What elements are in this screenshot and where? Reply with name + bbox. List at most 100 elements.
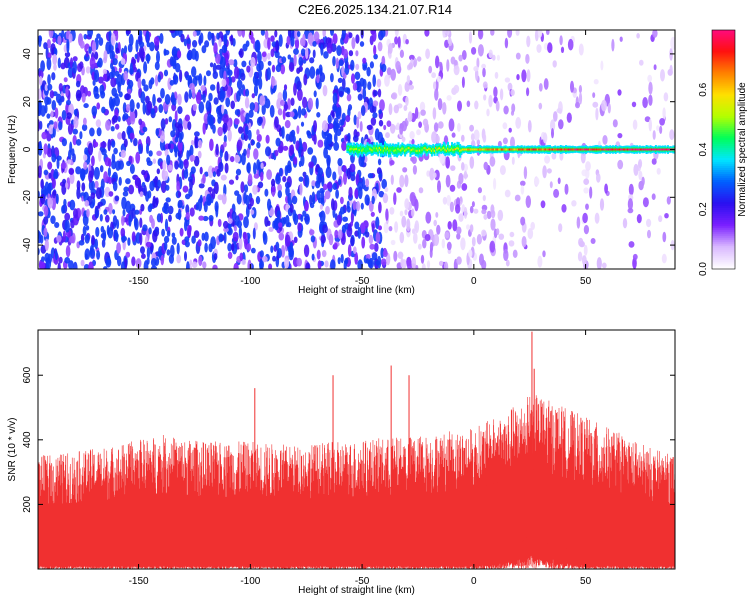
heatmap-cell [193,230,200,239]
heatmap-cell [203,201,208,213]
heatmap-cell [402,167,408,173]
signal-band-core [414,149,417,152]
heatmap-cell [246,243,252,252]
heatmap-cell [515,52,521,60]
heatmap-cell [564,183,569,195]
heatmap-cell [369,243,375,250]
heatmap-cell [343,48,349,59]
heatmap-cell [155,185,160,192]
heatmap-cell [324,260,329,268]
colorbar-segment [712,30,735,33]
snr-series-body [38,469,675,552]
heatmap-cell [319,204,323,210]
heatmap-cell [65,182,69,189]
heatmap-cell [275,40,279,53]
heatmap-cell [162,159,167,171]
heatmap-cell [553,188,560,198]
heatmap-cell [259,95,266,106]
heatmap-cell [376,78,382,88]
heatmap-cell [154,226,160,233]
signal-band-core [595,148,598,151]
heatmap-cell [510,89,515,96]
heatmap-cell [354,221,360,230]
heatmap-cell [88,261,94,269]
signal-band-core [439,147,441,150]
signal-band-core [380,148,382,151]
heatmap-cell [594,212,600,224]
signal-band-core [480,148,483,151]
signal-band-core [628,148,631,151]
heatmap-cell [51,177,56,189]
heatmap-cell [636,214,642,224]
heatmap-cell [166,230,171,237]
heatmap-cell [69,235,75,244]
heatmap-cell [331,198,335,211]
colorbar-segment [712,95,735,99]
heatmap-cell [66,41,70,54]
heatmap-cell [95,207,100,219]
signal-band-core [544,148,547,151]
heatmap-cell [240,72,246,81]
colorbar-segment [712,65,735,69]
heatmap-cell [147,190,152,199]
colorbar-segment [712,41,735,45]
heatmap-cell [282,88,288,102]
heatmap-cell [638,170,643,181]
signal-band-core [563,148,566,151]
heatmap-cell [140,91,146,104]
heatmap-cell [551,152,557,160]
heatmap-cell [233,225,237,232]
colorbar-segment [712,139,735,143]
heatmap-cell [154,61,160,71]
heatmap-cell [391,92,398,100]
heatmap-cell [85,50,89,58]
heatmap-cell [282,145,289,151]
heatmap-cell [86,208,90,218]
heatmap-cell [105,41,112,55]
heatmap-cell [221,78,227,87]
heatmap-cell [44,181,50,195]
heatmap-cell [301,108,307,116]
heatmap-cell [493,177,497,190]
heatmap-cell [232,231,239,242]
heatmap-cell [204,231,209,242]
heatmap-cell [218,161,224,173]
signal-band-core [447,147,449,150]
heatmap-cell [493,86,498,98]
heatmap-cell [592,101,599,108]
y-tick-label: 20 [22,96,33,108]
heatmap-cell [352,82,358,91]
heatmap-cell [92,79,96,86]
heatmap-cell [84,234,90,244]
heatmap-cell [372,30,377,42]
signal-band-core [514,148,517,151]
signal-band-core [582,148,585,151]
heatmap-cell [595,107,599,121]
signal-band-core [392,148,394,151]
signal-band-core [629,148,632,151]
heatmap-cell [381,63,387,73]
signal-band-core [494,148,496,151]
heatmap-cell [617,89,622,96]
heatmap-cell [266,169,272,180]
signal-band-core [402,147,405,150]
heatmap-cell [102,68,107,75]
heatmap-cell [251,140,255,145]
signal-band-core [485,148,488,151]
heatmap-cell [100,90,106,99]
heatmap-cell [388,42,393,55]
colorbar-segment [712,199,735,202]
heatmap-cell [265,134,270,144]
heatmap-cell [69,172,75,185]
colorbar-segment [712,85,735,89]
heatmap-cell [351,73,355,84]
heatmap-cell [129,99,135,113]
heatmap-cell [48,172,52,179]
heatmap-cell [210,84,216,91]
heatmap-cell [375,231,381,244]
heatmap-cell [374,128,380,141]
colorbar-segment [712,227,735,230]
heatmap-cell [253,162,257,175]
signal-band-core [385,148,388,151]
heatmap-cell [244,125,249,136]
